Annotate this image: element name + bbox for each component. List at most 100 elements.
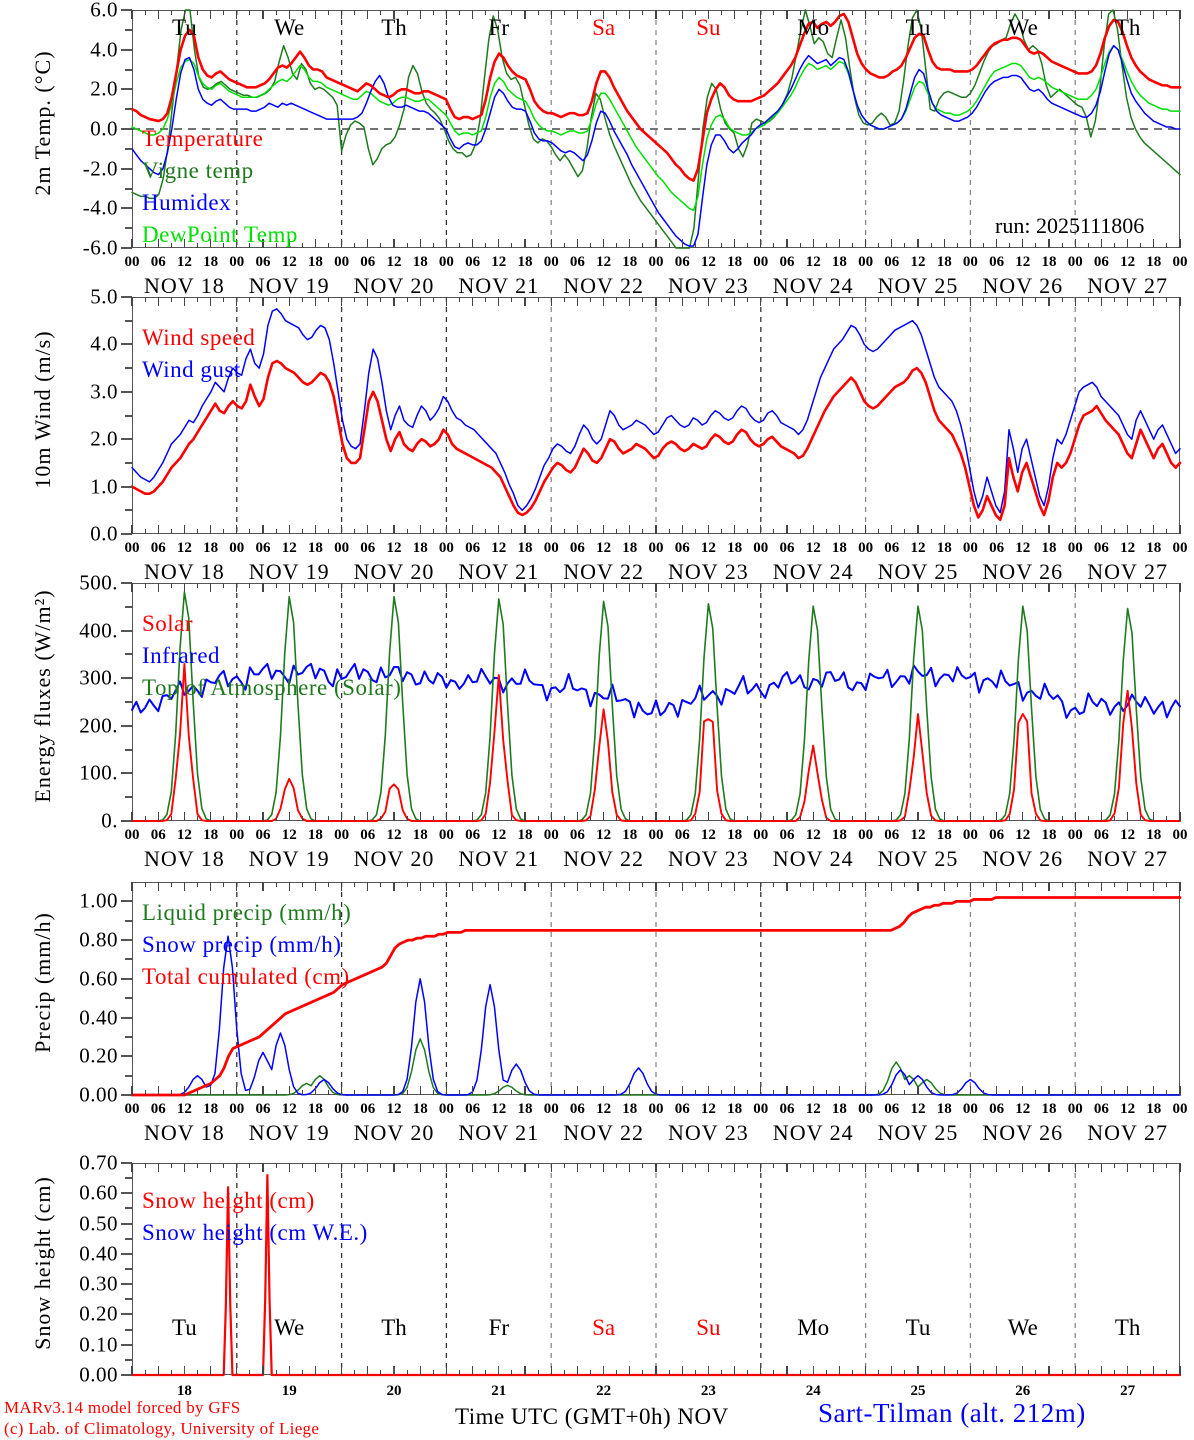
hour-label: 18: [622, 254, 638, 270]
hour-label: 12: [1120, 540, 1136, 556]
y-tick-label: -6.0: [82, 235, 118, 260]
x-tick: [210, 1086, 212, 1095]
date-label: NOV 23: [668, 1120, 749, 1145]
x-tick: [773, 816, 775, 821]
x-tick: [223, 1163, 225, 1168]
x-tick: [275, 243, 277, 248]
x-tick: [720, 1090, 723, 1095]
x-day-tick: [917, 1367, 919, 1375]
x-tick: [1009, 10, 1011, 15]
date-label: NOV 26: [982, 1120, 1064, 1145]
x-tick: [511, 529, 513, 534]
station-label: Sart-Tilman (alt. 212m): [818, 1398, 1086, 1428]
x-tick: [694, 529, 696, 534]
legend-wind-0: Wind speed: [142, 325, 256, 350]
x-tick: [1009, 583, 1011, 588]
x-tick: [537, 816, 539, 821]
hour-label: 12: [805, 1101, 821, 1117]
x-tick: [183, 1163, 185, 1172]
hour-label: 12: [700, 254, 716, 270]
x-tick: [930, 1370, 932, 1375]
x-tick: [707, 10, 709, 19]
x-tick: [969, 297, 971, 306]
model-credit-line: MARv3.14 model forced by GFS: [4, 1398, 241, 1417]
hour-label: 12: [281, 827, 297, 843]
x-tick: [1022, 882, 1024, 891]
x-tick: [223, 297, 225, 302]
x-tick: [851, 882, 854, 887]
hour-label: 06: [465, 827, 481, 843]
x-tick: [524, 239, 526, 248]
x-tick: [720, 1370, 723, 1375]
x-tick: [799, 243, 801, 248]
x-tick: [170, 1163, 172, 1168]
x-tick: [1022, 583, 1024, 592]
x-tick: [524, 812, 526, 821]
x-tick: [773, 297, 775, 302]
y-minor-tick: [125, 1177, 132, 1180]
y-tick-mark: [121, 1094, 132, 1096]
x-tick: [838, 583, 840, 592]
hour-label: 06: [360, 1101, 376, 1117]
y-minor-tick: [125, 414, 132, 417]
x-tick: [1035, 1163, 1037, 1168]
x-tick: [458, 583, 461, 588]
y-tick-mark: [121, 390, 132, 393]
x-tick: [812, 812, 814, 821]
hour-label: 00: [1067, 540, 1083, 556]
hour-label: 18: [203, 254, 219, 270]
day-number-label: 27: [1120, 1383, 1136, 1399]
hour-label: 00: [753, 254, 769, 270]
x-tick: [825, 583, 827, 588]
x-tick: [1166, 297, 1168, 302]
x-tick: [1166, 1163, 1168, 1168]
x-tick: [982, 583, 985, 588]
x-tick: [157, 812, 159, 821]
x-tick: [1035, 10, 1037, 15]
x-tick: [1140, 882, 1142, 887]
x-tick: [1113, 1163, 1116, 1168]
x-tick: [1074, 297, 1076, 306]
x-tick: [982, 297, 985, 302]
x-tick: [956, 1163, 958, 1168]
x-tick: [956, 1370, 958, 1375]
x-tick: [1061, 1163, 1063, 1168]
hour-label: 12: [910, 254, 926, 270]
x-tick: [1140, 1090, 1142, 1095]
x-tick: [865, 239, 867, 248]
x-tick: [157, 1163, 159, 1172]
x-tick: [642, 1090, 644, 1095]
x-tick: [694, 583, 696, 588]
hour-label: 12: [1015, 254, 1031, 270]
x-tick: [563, 1090, 565, 1095]
x-tick: [1127, 1163, 1129, 1172]
x-tick: [589, 1163, 592, 1168]
x-tick: [314, 1163, 316, 1172]
y-tick-mark: [121, 207, 132, 210]
hour-label: 18: [203, 827, 219, 843]
legend-energy-2: Top of Atmosphere (Solar): [142, 675, 402, 700]
x-tick: [878, 1090, 880, 1095]
day-number-label: 21: [491, 1383, 507, 1399]
x-tick: [1127, 239, 1129, 248]
y-tick-label: 200.: [79, 713, 118, 738]
x-tick: [576, 10, 578, 19]
x-tick: [380, 882, 382, 887]
y-tick-mark: [121, 128, 132, 130]
x-tick: [419, 882, 421, 891]
x-tick: [720, 243, 723, 248]
weekday-label: Th: [381, 15, 407, 40]
x-tick: [183, 239, 185, 248]
x-tick: [1035, 243, 1037, 248]
date-label: NOV 25: [877, 273, 959, 298]
x-tick: [773, 1090, 775, 1095]
x-tick: [458, 529, 461, 534]
x-tick: [1061, 243, 1063, 248]
x-tick: [681, 297, 683, 306]
x-tick: [668, 882, 670, 887]
x-tick: [589, 583, 592, 588]
x-tick: [930, 583, 932, 588]
hour-label: 18: [622, 540, 638, 556]
weekday-label-snow: Mo: [797, 1315, 830, 1340]
x-tick: [236, 812, 238, 821]
